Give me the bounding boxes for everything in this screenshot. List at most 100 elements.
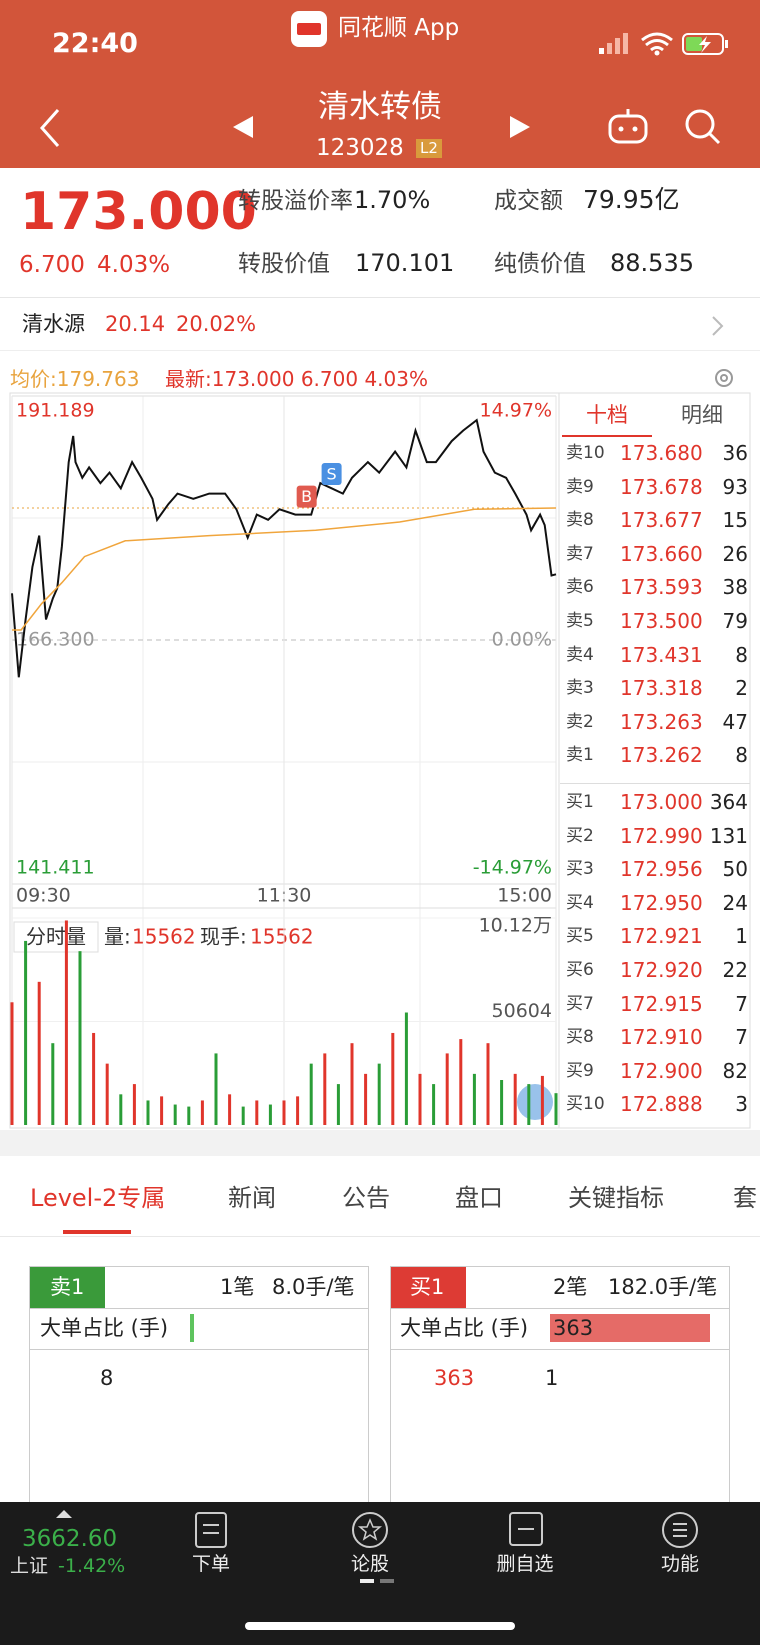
volume-bar <box>160 1096 164 1125</box>
next-button[interactable] <box>510 116 530 138</box>
book-qty: 1 <box>735 924 748 949</box>
book-price: 172.956 <box>620 857 703 882</box>
book-divider <box>560 783 750 784</box>
volume-bar <box>350 1043 354 1125</box>
book-price: 172.910 <box>620 1025 703 1050</box>
book-tab-indicator <box>562 435 652 437</box>
book-price: 173.263 <box>620 709 703 734</box>
volume-bar <box>500 1080 504 1125</box>
latest-info: 最新:173.000 6.700 4.03% <box>165 369 428 389</box>
book-level: 卖6 <box>566 577 594 598</box>
volume-bar <box>105 1063 109 1125</box>
level2-sell <box>29 1266 369 1507</box>
book-level: 买7 <box>566 993 594 1014</box>
volume-bar <box>364 1073 368 1125</box>
book-level: 卖3 <box>566 678 594 699</box>
big-order-value: 363 <box>553 1316 594 1340</box>
book-price: 173.318 <box>620 676 703 701</box>
field-label: 纯债价值 <box>494 251 586 277</box>
back-button[interactable] <box>39 109 60 147</box>
buy-label: 买1 <box>410 1275 445 1299</box>
volume-bar <box>445 1053 449 1125</box>
book-level: 卖1 <box>566 745 594 766</box>
queue-size: 1 <box>545 1366 559 1390</box>
y-tick-label: 141.411 <box>16 857 95 879</box>
volume-bar <box>336 1084 340 1125</box>
book-level: 买10 <box>566 1094 605 1115</box>
avg-value: 179.763 <box>56 367 140 391</box>
volume-bar <box>200 1100 204 1125</box>
bottom-button[interactable]: 功能 <box>660 1553 699 1575</box>
book-qty: 36 <box>722 441 748 465</box>
zoom-button[interactable] <box>517 1084 553 1120</box>
latest-price: 173.000 <box>211 367 295 391</box>
book-price: 173.677 <box>620 508 703 533</box>
y-tick-label: 10.12万 <box>479 915 552 937</box>
separator <box>0 1130 760 1156</box>
tab[interactable]: 新闻 <box>228 1184 276 1212</box>
volume-bar <box>187 1106 191 1125</box>
price: 173.000 <box>20 182 257 242</box>
buy-orders: 2笔 <box>553 1275 588 1299</box>
bottom-button[interactable]: 论股 <box>350 1553 389 1575</box>
row-line <box>30 1349 368 1350</box>
y-tick-label: 166.300 <box>16 629 95 651</box>
index-value[interactable]: 3662.60 <box>22 1526 118 1552</box>
title: 清水转债 <box>318 89 442 125</box>
volume-title: 分时量 <box>26 925 86 949</box>
book-price: 173.678 <box>620 474 703 499</box>
volume-bar <box>51 1043 55 1125</box>
search-icon[interactable] <box>685 109 715 139</box>
book-price: 172.921 <box>620 924 703 949</box>
sell-cell <box>30 1267 105 1308</box>
tab[interactable]: Level-2专属 <box>30 1184 166 1212</box>
big-order-bar <box>190 1314 194 1342</box>
book-qty: 15 <box>722 508 748 533</box>
volume-bar <box>119 1094 123 1125</box>
book-level: 买6 <box>566 960 594 980</box>
book-tab[interactable]: 十档 <box>586 403 628 427</box>
field-value: 1.70% <box>354 186 431 214</box>
trade-label: S <box>327 465 337 484</box>
index-change: -1.42% <box>58 1555 126 1577</box>
bottom-button[interactable]: 删自选 <box>496 1553 554 1575</box>
buy-per: 182.0手/笔 <box>608 1275 718 1299</box>
prev-button[interactable] <box>233 116 253 138</box>
bottom-button[interactable]: 下单 <box>191 1553 230 1575</box>
book-tab[interactable]: 明细 <box>681 403 723 427</box>
book-qty: 8 <box>735 743 748 768</box>
book-level: 买9 <box>566 1060 594 1081</box>
book-level: 买8 <box>566 1027 594 1048</box>
divider <box>0 1236 760 1237</box>
tab[interactable]: 套 <box>733 1184 757 1212</box>
book-price: 172.920 <box>620 958 703 982</box>
book-price: 173.500 <box>620 609 703 633</box>
divider <box>0 350 760 351</box>
book-qty: 38 <box>722 575 748 600</box>
pct-label: 0.00% <box>492 629 552 651</box>
stock-name[interactable]: 清水源 <box>22 312 85 336</box>
volume-bar <box>432 1084 436 1125</box>
row-line <box>391 1349 729 1350</box>
volume-bar <box>554 1093 558 1125</box>
volume-bar <box>377 1063 381 1125</box>
tab[interactable]: 关键指标 <box>568 1184 664 1212</box>
volume-bar <box>282 1100 286 1125</box>
tab[interactable]: 公告 <box>342 1184 390 1212</box>
tab[interactable]: 盘口 <box>455 1184 503 1212</box>
settings-icon[interactable] <box>710 364 738 392</box>
book-qty: 79 <box>722 609 748 633</box>
code: 123028 <box>316 135 404 161</box>
book-qty: 93 <box>722 474 748 499</box>
field-value: 170.101 <box>355 249 455 277</box>
latest-pct: 4.03% <box>364 367 428 391</box>
volume-bar <box>228 1094 232 1125</box>
trade-label: B <box>301 487 312 506</box>
volume-bar <box>241 1106 245 1125</box>
volume-value: 15562 <box>132 925 196 949</box>
big-order-bar <box>550 1314 710 1342</box>
trade-marker <box>321 463 342 486</box>
volume-bar <box>146 1100 150 1125</box>
book-price: 172.900 <box>620 1058 703 1083</box>
